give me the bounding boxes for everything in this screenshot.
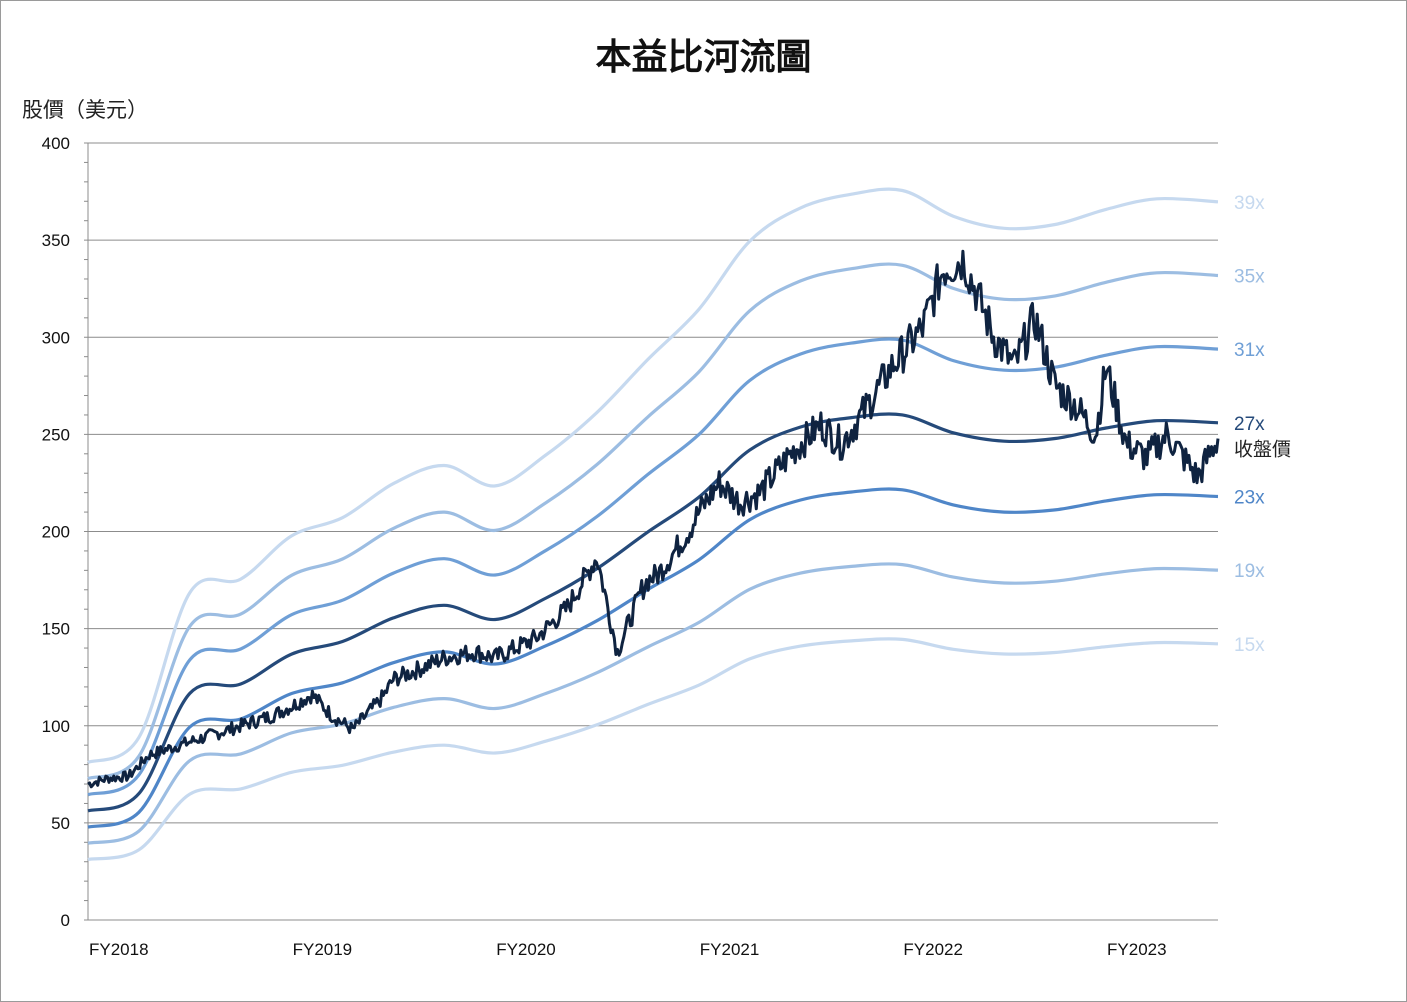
band-label-23x: 23x xyxy=(1234,487,1265,508)
y-tick-label: 200 xyxy=(42,523,70,542)
band-line-19x xyxy=(87,562,1219,845)
axes: 0 50 100 150 200 250 300 350 400 FY2018 FY2019 FY20… xyxy=(42,134,1218,959)
y-tick-label: 0 xyxy=(61,911,70,930)
band-label-35x: 35x xyxy=(1234,266,1265,287)
x-tick-label: FY2020 xyxy=(496,940,556,959)
y-tick-label: 350 xyxy=(42,231,70,250)
band-line-15x xyxy=(87,637,1219,861)
y-tick-label: 100 xyxy=(42,717,70,736)
price-line xyxy=(87,249,1220,789)
series-labels: 39x 35x 31x 27x 23x 19x 15x 收盤價 xyxy=(1234,193,1291,656)
band-label-15x: 15x xyxy=(1234,635,1265,656)
pe-bands xyxy=(87,187,1219,861)
x-tick-label: FY2021 xyxy=(700,940,760,959)
chart-title: 本益比河流圖 xyxy=(595,37,812,78)
band-line-23x xyxy=(87,487,1219,829)
x-tick-label: FY2018 xyxy=(89,940,149,959)
price-series xyxy=(87,249,1220,789)
band-line-27x xyxy=(87,412,1219,813)
band-label-27x: 27x xyxy=(1234,414,1265,435)
x-tick-label: FY2023 xyxy=(1107,940,1167,959)
band-line-31x xyxy=(87,337,1219,797)
gridlines xyxy=(88,142,1218,824)
band-label-31x: 31x xyxy=(1234,340,1265,361)
y-axis-label: 股價（美元） xyxy=(22,98,148,122)
y-tick-label: 250 xyxy=(42,425,70,444)
x-tick-label: FY2019 xyxy=(293,940,353,959)
band-line-39x xyxy=(87,187,1219,764)
y-tick-label: 150 xyxy=(42,620,70,639)
y-tick-label: 50 xyxy=(51,814,70,833)
y-tick-label: 300 xyxy=(42,328,70,347)
band-line-35x xyxy=(87,262,1219,781)
band-label-19x: 19x xyxy=(1234,561,1265,582)
y-tick-label: 400 xyxy=(42,134,70,153)
band-label-39x: 39x xyxy=(1234,193,1265,214)
x-tick-label: FY2022 xyxy=(903,940,963,959)
price-label: 收盤價 xyxy=(1234,438,1291,460)
